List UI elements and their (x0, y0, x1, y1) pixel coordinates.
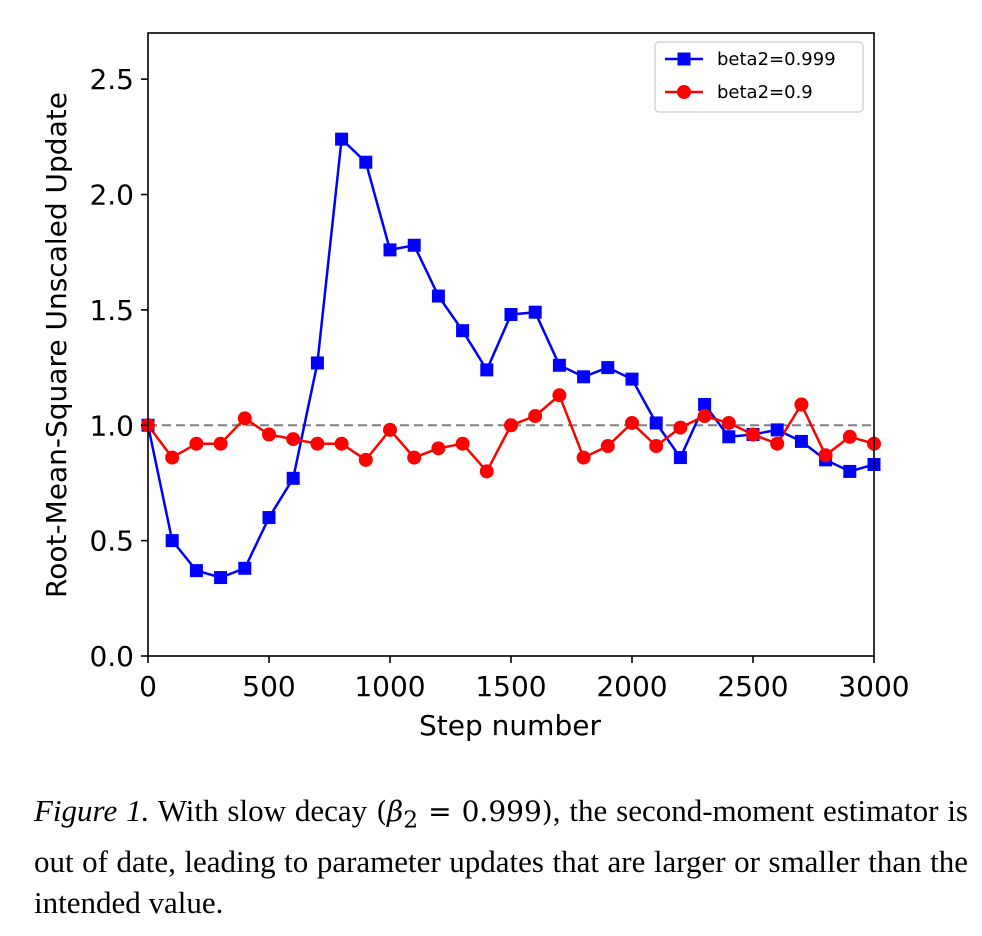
data-point (214, 571, 228, 585)
y-tick-label: 1.0 (89, 409, 134, 442)
x-tick-label: 1500 (475, 670, 546, 703)
data-point (722, 430, 736, 444)
data-point (383, 243, 397, 257)
legend-label: beta2=0.999 (717, 49, 836, 70)
data-point (335, 132, 349, 146)
data-point (504, 418, 518, 433)
data-point (794, 434, 808, 448)
y-tick-label: 2.0 (89, 179, 134, 212)
data-point (818, 448, 833, 463)
x-tick-label: 500 (242, 670, 295, 703)
data-point (262, 427, 276, 442)
x-tick-label: 2500 (717, 670, 788, 703)
line-chart: 0 500 1000 1500 2000 2500 3000 0.0 0.5 1.0 1.5 2.0 2… (40, 32, 910, 742)
data-point (189, 564, 203, 578)
data-point (746, 427, 760, 442)
data-point (479, 464, 494, 479)
data-point (310, 436, 325, 451)
data-point (697, 409, 712, 424)
data-point (770, 436, 785, 451)
y-tick-label: 0.5 (89, 525, 134, 558)
data-point (456, 324, 470, 338)
plot-frame (147, 32, 875, 657)
legend-box (654, 41, 864, 113)
data-point (286, 471, 300, 485)
legend-marker (677, 85, 691, 99)
data-point (431, 289, 445, 303)
data-point (237, 411, 252, 426)
data-point (770, 423, 784, 437)
caption-math-beta: β (387, 795, 404, 828)
caption-math-eq: = 0.999) (418, 795, 553, 828)
y-tick-label: 0.0 (89, 640, 134, 673)
data-point (407, 450, 422, 465)
x-tick-label: 3000 (838, 670, 909, 703)
data-point (431, 441, 446, 456)
caption-text-after: , the second-moment estimator is out of … (34, 793, 968, 920)
data-point (528, 409, 543, 424)
data-point (407, 238, 421, 252)
caption-lead: Figure 1. (34, 793, 150, 828)
data-point (552, 388, 567, 403)
data-point (238, 561, 252, 575)
x-tick-label: 1000 (354, 670, 425, 703)
data-point (359, 155, 373, 169)
data-point (504, 308, 518, 322)
data-point (528, 305, 542, 319)
y-tick-label: 1.5 (89, 294, 134, 327)
data-point (721, 415, 736, 430)
data-point (843, 464, 857, 478)
data-point (165, 450, 180, 465)
legend-label: beta2=0.9 (717, 82, 813, 103)
data-point (625, 372, 639, 386)
data-point (286, 432, 301, 447)
data-point (625, 415, 639, 430)
data-point (213, 436, 228, 451)
x-tick-label: 2000 (596, 670, 667, 703)
data-point (552, 358, 566, 372)
data-point (842, 429, 857, 444)
data-point (358, 452, 373, 467)
data-point (334, 436, 349, 451)
data-point (383, 422, 397, 437)
caption-text-before: With slow decay (149, 793, 377, 828)
data-point (165, 534, 179, 548)
series-line-0 (146, 137, 875, 579)
data-point (310, 356, 324, 370)
data-point (262, 511, 276, 525)
data-point (455, 436, 470, 451)
y-axis-label: Root-Mean-Square Unscaled Update (40, 92, 73, 598)
data-point (189, 436, 204, 451)
data-point (601, 361, 615, 375)
data-point (794, 397, 809, 412)
caption-math-open: ( (376, 795, 387, 828)
caption-math-sub: 2 (403, 805, 419, 834)
x-axis-label: Step number (419, 709, 601, 742)
data-point (600, 439, 615, 454)
data-point (577, 370, 591, 384)
caption-math: (β2 = 0.999) (376, 795, 553, 834)
data-point (649, 416, 663, 430)
legend-marker (677, 52, 691, 66)
x-tick-label: 0 (139, 670, 157, 703)
plot-area: 0 500 1000 1500 2000 2500 3000 0.0 0.5 1.0 1.5 2.0 2… (89, 32, 910, 703)
data-point (649, 439, 664, 454)
y-tick-label: 2.5 (89, 63, 134, 96)
data-point (698, 397, 712, 411)
figure-caption: Figure 1. With slow decay (β2 = 0.999), … (34, 790, 968, 923)
data-point (673, 451, 687, 465)
data-point (673, 420, 688, 435)
data-point (576, 450, 591, 465)
data-point (480, 363, 494, 377)
